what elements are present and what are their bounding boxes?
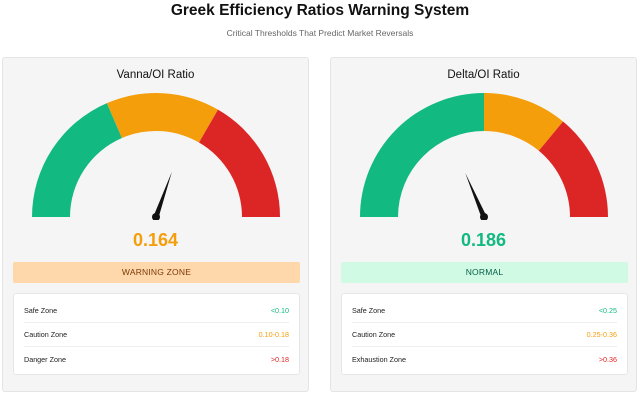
page-title: Greek Efficiency Ratios Warning System	[170, 2, 470, 19]
threshold-value: >0.36	[598, 354, 617, 364]
gauge-band-safe	[32, 103, 122, 217]
page-subtitle: Critical Thresholds That Predict Market …	[226, 28, 414, 38]
gauge-needle-hub	[152, 213, 160, 220]
status-badge: WARNING ZONE	[13, 262, 300, 283]
gauge-band-danger	[199, 109, 280, 217]
gauge-band-safe	[360, 93, 484, 217]
threshold-label: Exhaustion Zone	[352, 354, 406, 364]
threshold-label: Danger Zone	[24, 354, 66, 364]
threshold-list: Safe Zone <0.10 Caution Zone 0.10-0.18 D…	[13, 293, 300, 375]
gauge-title: Delta/OI Ratio	[447, 69, 520, 81]
threshold-label: Caution Zone	[352, 330, 396, 339]
gauge-band-caution	[484, 93, 564, 151]
threshold-row-safe: Safe Zone <0.25	[352, 299, 617, 323]
threshold-value: 0.25-0.36	[586, 330, 617, 339]
threshold-row-danger: Danger Zone >0.18	[24, 347, 289, 371]
threshold-row-safe: Safe Zone <0.10	[24, 299, 289, 323]
threshold-row-caution: Caution Zone 0.10-0.18	[24, 323, 289, 347]
gauge-needle	[153, 171, 172, 218]
gauge-card-delta: Delta/OI Ratio 0.186 NORMAL Safe Zone <0…	[330, 57, 637, 392]
threshold-row-caution: Caution Zone 0.25-0.36	[352, 323, 617, 347]
gauge-chart-delta	[360, 93, 608, 220]
threshold-value: 0.10-0.18	[258, 330, 289, 339]
threshold-list: Safe Zone <0.25 Caution Zone 0.25-0.36 E…	[341, 293, 628, 375]
gauge-needle	[465, 172, 487, 219]
gauge-band-danger	[538, 121, 608, 217]
gauge-value: 0.164	[132, 230, 179, 250]
gauge-needle-hub	[480, 213, 488, 220]
gauge-value: 0.186	[460, 230, 507, 250]
gauge-card-vanna: Vanna/OI Ratio 0.164 WARNING ZONE Safe Z…	[2, 57, 309, 392]
threshold-label: Safe Zone	[352, 306, 386, 315]
threshold-value: <0.25	[598, 306, 617, 315]
threshold-value: <0.10	[270, 306, 289, 315]
threshold-value: >0.18	[270, 354, 289, 364]
threshold-row-exhaustion: Exhaustion Zone >0.36	[352, 347, 617, 371]
threshold-label: Safe Zone	[24, 306, 58, 315]
gauge-chart-vanna	[32, 93, 280, 220]
gauge-title: Vanna/OI Ratio	[116, 69, 195, 81]
threshold-label: Caution Zone	[24, 330, 68, 339]
gauge-band-caution	[106, 93, 218, 143]
status-badge: NORMAL	[341, 262, 628, 283]
